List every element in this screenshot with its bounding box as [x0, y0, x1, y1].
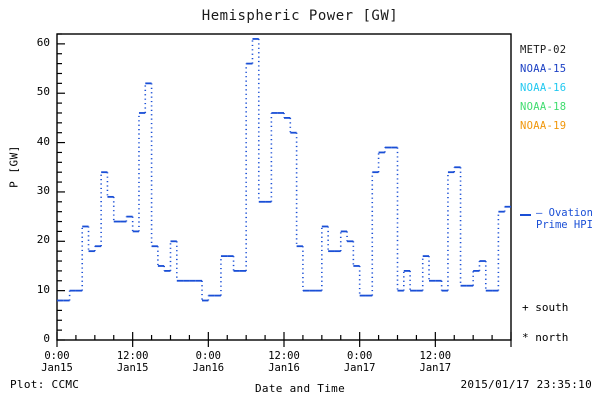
- legend-marker-south: + south: [522, 301, 569, 314]
- x-tick-label: 12:00 Jan16: [249, 350, 319, 374]
- x-tick-time: 0:00: [44, 350, 70, 362]
- x-tick-label: 12:00 Jan17: [400, 350, 470, 374]
- x-tick-date: Jan17: [419, 362, 452, 374]
- x-tick-time: 12:00: [116, 350, 149, 362]
- y-tick-label: 20: [36, 233, 50, 247]
- x-tick-label: 12:00 Jan15: [98, 350, 168, 374]
- legend-ovation-line1: — Ovation: [536, 207, 593, 219]
- x-axis-title: Date and Time: [255, 382, 345, 395]
- legend-ovation: — Ovation Prime HPI: [536, 207, 593, 231]
- series-ovation-prime-hpi: [57, 38, 511, 302]
- y-tick-label: 0: [43, 332, 50, 345]
- ovation-line-swatch: [520, 214, 531, 216]
- legend-item-noaa-15: NOAA-15: [520, 63, 567, 75]
- x-tick-date: Jan16: [268, 362, 300, 374]
- footer-plot-source: Plot: CCMC: [10, 378, 80, 391]
- y-tick-label: 50: [36, 85, 50, 99]
- x-tick-time: 0:00: [195, 350, 221, 362]
- legend-item-noaa-19: NOAA-19: [520, 120, 567, 132]
- legend-marker-north: * north: [522, 331, 569, 344]
- footer-timestamp: 2015/01/17 23:35:10: [460, 378, 592, 391]
- x-tick-label: 0:00 Jan15: [22, 350, 92, 374]
- x-tick-date: Jan17: [343, 362, 376, 374]
- x-tick-time: 0:00: [347, 350, 373, 362]
- y-tick-label: 30: [36, 183, 50, 197]
- x-tick-date: Jan15: [116, 362, 149, 374]
- x-tick-date: Jan15: [41, 362, 73, 374]
- x-tick-time: 12:00: [268, 350, 300, 362]
- y-tick-label: 10: [36, 282, 50, 296]
- page-title: Hemispheric Power [GW]: [201, 8, 399, 24]
- legend-item-noaa-16: NOAA-16: [520, 82, 567, 94]
- x-tick-label: 0:00 Jan16: [173, 350, 243, 374]
- y-tick-label: 40: [36, 134, 50, 148]
- legend-item-noaa-18: NOAA-18: [520, 101, 567, 113]
- x-tick-label: 0:00 Jan17: [325, 350, 395, 374]
- x-tick-time: 12:00: [419, 350, 452, 362]
- legend-ovation-line2: Prime HPI: [536, 219, 593, 231]
- y-tick-label: 60: [36, 35, 50, 49]
- x-tick-date: Jan16: [192, 362, 225, 374]
- legend-item-metp-02: METP-02: [520, 44, 567, 56]
